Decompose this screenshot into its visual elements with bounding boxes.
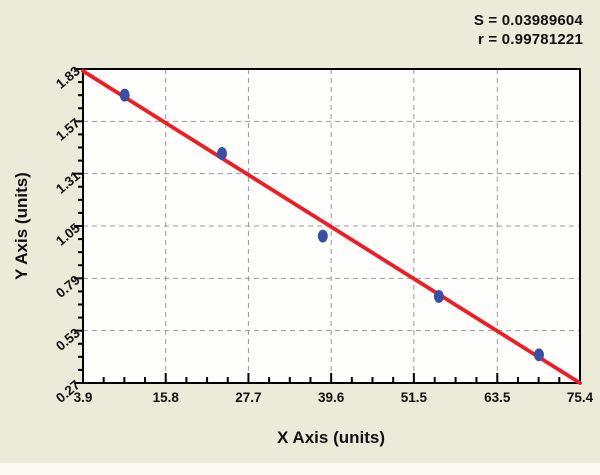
fit-statistics: S = 0.03989604 r = 0.99781221 <box>474 11 583 49</box>
data-point <box>433 289 444 303</box>
x-tick-label: 63.5 <box>484 390 511 405</box>
x-tick-label: 51.5 <box>400 390 427 405</box>
x-tick-label: 27.7 <box>235 390 262 405</box>
x-axis-title: X Axis (units) <box>277 428 385 447</box>
stat-s-value: S = 0.03989604 <box>473 12 583 29</box>
y-axis-title: Y Axis (units) <box>12 172 31 280</box>
x-tick-label: 15.8 <box>152 390 179 405</box>
data-point <box>317 229 328 243</box>
regression-line <box>81 69 582 385</box>
data-point <box>217 147 228 161</box>
data-point <box>533 348 544 362</box>
x-tick-label: 75.4 <box>566 390 594 405</box>
page-background-strip <box>0 463 600 475</box>
data-point <box>119 88 130 102</box>
stat-r-value: r = 0.99781221 <box>478 31 583 48</box>
x-tick-label: 39.6 <box>318 390 345 405</box>
x-tick-label: 3.9 <box>73 390 93 405</box>
